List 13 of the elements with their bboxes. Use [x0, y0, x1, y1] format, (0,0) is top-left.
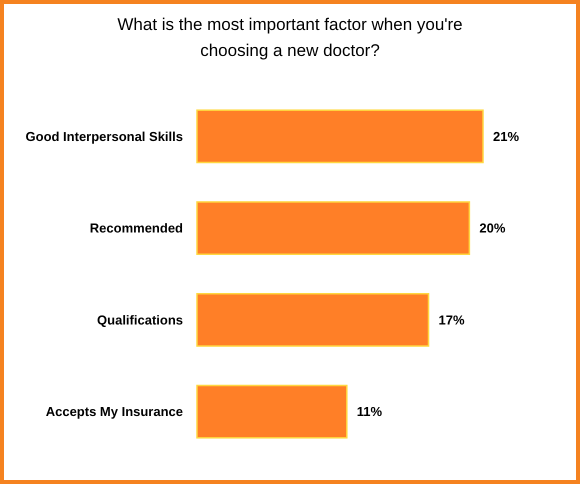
data-label: 20% — [479, 220, 506, 236]
y-tick-label: Good Interpersonal Skills — [26, 128, 183, 144]
bar — [196, 201, 470, 256]
data-label: 21% — [493, 128, 520, 144]
data-label: 11% — [356, 404, 383, 420]
data-label: 17% — [438, 312, 465, 328]
bar — [196, 109, 484, 164]
y-tick-label: Recommended — [90, 220, 184, 236]
bar — [196, 384, 348, 439]
y-tick-label: Accepts My Insurance — [46, 404, 183, 420]
y-tick-label: Qualifications — [97, 312, 183, 328]
bar — [196, 292, 430, 347]
chart-title: What is the most important factor when you're choosing a new doctor? — [117, 15, 463, 60]
